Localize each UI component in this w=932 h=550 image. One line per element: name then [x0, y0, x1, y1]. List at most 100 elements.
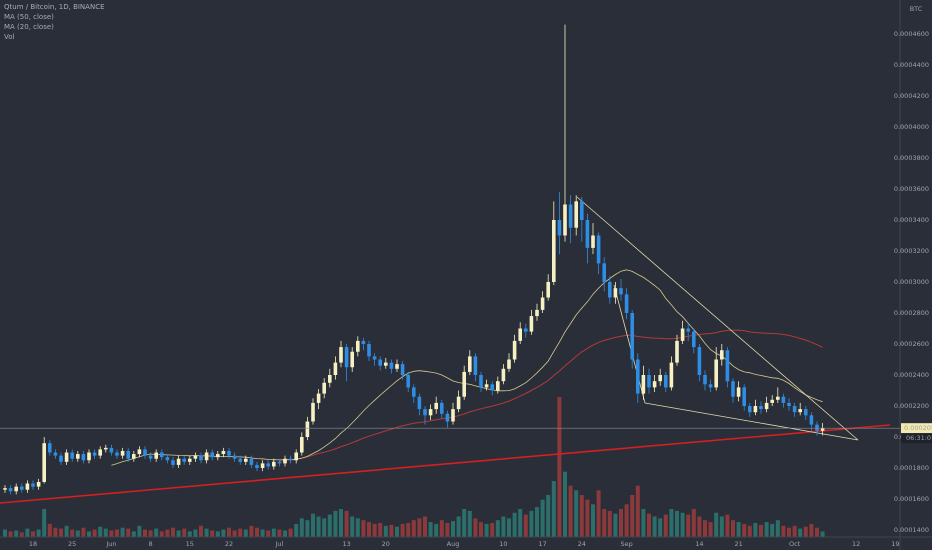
- volume-bar: [210, 530, 215, 537]
- volume-bar: [75, 530, 80, 537]
- candle-body: [328, 375, 332, 383]
- volume-bar: [47, 523, 52, 537]
- candle-body: [753, 406, 758, 413]
- candle-body: [764, 402, 769, 410]
- candle-body: [48, 443, 52, 453]
- candle-body: [171, 460, 175, 465]
- volume-bar: [535, 507, 539, 537]
- y-tick-label: 0.0003000: [894, 278, 929, 286]
- volume-bar: [249, 525, 254, 537]
- candle-body: [602, 263, 606, 282]
- volume-bar: [355, 518, 360, 537]
- volume-bar: [568, 485, 573, 537]
- candle-body: [680, 328, 685, 341]
- volume-bar: [518, 509, 523, 537]
- volume-bar: [445, 523, 450, 537]
- candle-body: [372, 356, 377, 360]
- candle-body: [182, 458, 186, 462]
- candle-body: [546, 281, 550, 298]
- candle-body: [792, 406, 797, 413]
- candle-body: [540, 297, 545, 310]
- candle-body: [630, 312, 634, 360]
- volume-bar: [641, 509, 646, 537]
- candle-body: [176, 458, 181, 465]
- volume-bar: [327, 514, 332, 537]
- candle-body: [160, 452, 164, 458]
- candle-body: [518, 328, 522, 341]
- volume-bar: [635, 485, 640, 537]
- volume-bar: [126, 528, 131, 537]
- price-tag: 0.0002057 06:31:07: [0, 423, 932, 444]
- candle-body: [697, 347, 702, 376]
- candle-body: [725, 350, 730, 382]
- candle-body: [809, 415, 814, 425]
- candle-body: [389, 362, 394, 369]
- volume-bar: [344, 510, 349, 537]
- volume-bar: [221, 529, 226, 537]
- y-tick-label: 0.0003800: [894, 154, 929, 162]
- candle-body: [440, 402, 444, 414]
- candle-body: [204, 452, 209, 461]
- countdown-label: 06:31:07: [906, 434, 932, 442]
- volume-bar: [92, 529, 97, 537]
- candle-body: [59, 455, 63, 462]
- volume-bar: [98, 526, 103, 537]
- volume-bar: [557, 397, 562, 537]
- candle-body: [266, 463, 270, 467]
- candle-body: [423, 409, 427, 416]
- volume-bar: [423, 516, 427, 537]
- volume-bar: [81, 527, 86, 537]
- candle-body: [647, 375, 651, 388]
- candle-body: [406, 375, 410, 388]
- candle-body: [501, 368, 506, 382]
- volume-bar: [770, 523, 775, 537]
- volume-bar: [395, 526, 399, 537]
- volume-bar: [613, 513, 618, 537]
- volume-bar: [719, 516, 724, 537]
- candle-body: [820, 428, 825, 431]
- volume-bar: [339, 509, 343, 537]
- candle-body: [552, 219, 556, 282]
- candle-body: [322, 382, 326, 394]
- y-tick-label: 0.0001600: [894, 495, 929, 503]
- candle-body: [31, 483, 35, 487]
- volume-bar: [182, 528, 187, 537]
- x-tick-label: Oct: [789, 540, 801, 548]
- volume-bar: [624, 504, 629, 537]
- candle-body: [294, 452, 298, 461]
- volume-bar: [680, 512, 685, 537]
- candle-body: [126, 450, 130, 459]
- volume-bar: [148, 530, 153, 537]
- candle-body: [720, 350, 724, 360]
- candle-layer: [3, 24, 825, 495]
- volume-bar: [479, 522, 483, 537]
- candle-body: [412, 387, 416, 397]
- volume-bar: [591, 504, 595, 537]
- volume-bar: [747, 525, 752, 537]
- countdown-box: [901, 433, 932, 444]
- last-price-label: 0.0002057: [904, 424, 932, 432]
- x-tick-label: Aug: [447, 540, 460, 548]
- volume-bar: [372, 523, 377, 537]
- volume-bar: [215, 531, 220, 537]
- candle-body: [451, 409, 455, 422]
- candle-body: [484, 384, 489, 388]
- volume-bar: [759, 524, 763, 537]
- candle-body: [104, 447, 108, 450]
- x-tick-label: Jul: [274, 540, 283, 548]
- volume-bar: [691, 509, 696, 537]
- volume-bar: [299, 518, 304, 537]
- candle-body: [333, 362, 338, 376]
- candle-body: [227, 450, 231, 456]
- x-tick-label: 18: [29, 540, 37, 548]
- x-tick-label: 17: [538, 540, 546, 548]
- candle-body: [344, 347, 349, 368]
- candle-body: [714, 359, 718, 388]
- volume-bar: [19, 532, 24, 537]
- x-tick-label: 14: [695, 540, 703, 548]
- candle-body: [311, 402, 315, 422]
- candle-body: [815, 424, 819, 431]
- moving-average-line: [111, 269, 823, 466]
- volume-bar: [311, 513, 315, 537]
